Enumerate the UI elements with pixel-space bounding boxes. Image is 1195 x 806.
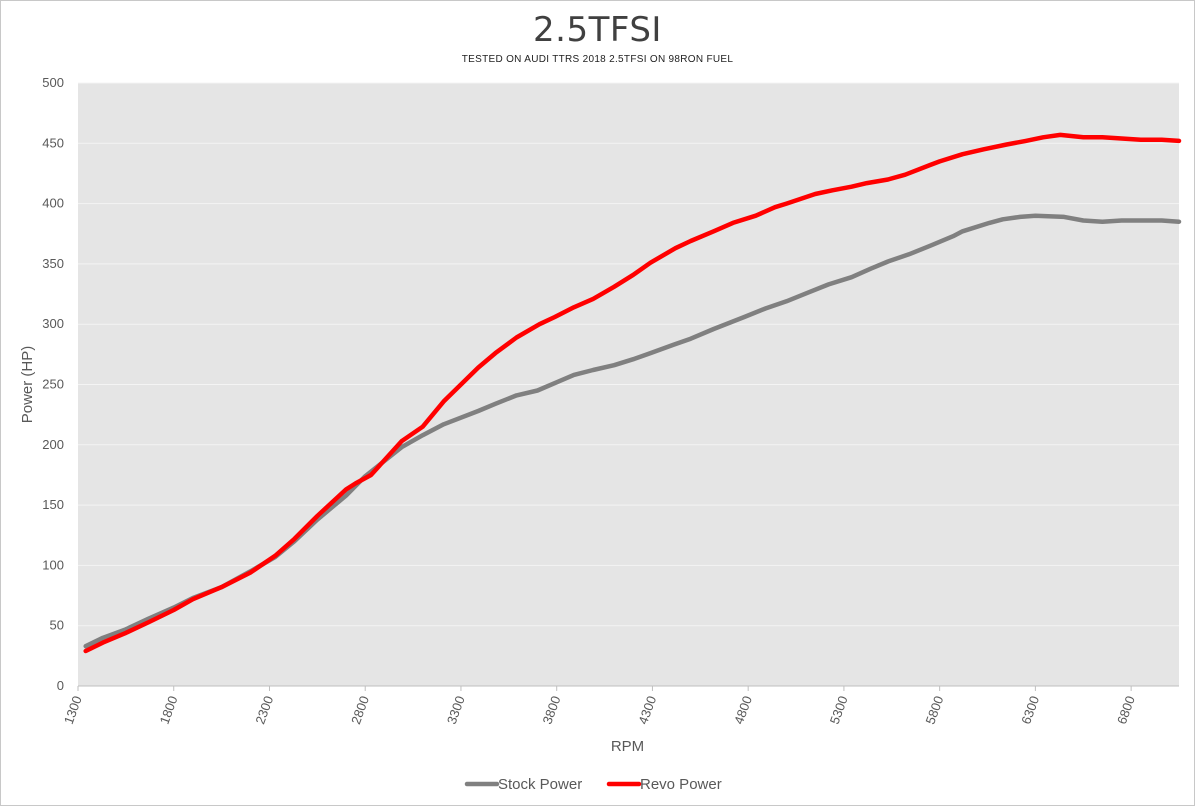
y-tick-label: 400 bbox=[42, 196, 64, 211]
y-tick-label: 150 bbox=[42, 497, 64, 512]
y-tick-label: 450 bbox=[42, 135, 64, 150]
y-tick-label: 200 bbox=[42, 437, 64, 452]
y-tick-label: 100 bbox=[42, 557, 64, 572]
y-tick-label: 250 bbox=[42, 377, 64, 392]
x-tick-label: 3300 bbox=[444, 694, 468, 726]
y-tick-label: 300 bbox=[42, 316, 64, 331]
x-tick-label: 6800 bbox=[1114, 694, 1138, 726]
y-axis-ticks: 0 50 100 150 200 250 300 350 400 450 500 bbox=[42, 75, 64, 693]
x-axis-ticks: 1300 1800 2300 2800 3300 3800 4300 4800 5300 5800… bbox=[61, 686, 1138, 726]
chart-title: 2.5TFSI bbox=[533, 10, 662, 50]
gridlines bbox=[78, 82, 1179, 687]
x-tick-label: 1800 bbox=[157, 694, 181, 726]
series-lines bbox=[83, 132, 1182, 654]
legend-label: Revo Power bbox=[640, 776, 722, 793]
x-tick-label: 4800 bbox=[731, 694, 755, 726]
x-tick-label: 2800 bbox=[348, 694, 372, 726]
x-tick-label: 1300 bbox=[61, 694, 85, 726]
y-axis-label: Power (HP) bbox=[19, 346, 36, 424]
legend-label: Stock Power bbox=[498, 776, 582, 793]
legend: Stock Power Revo Power bbox=[464, 776, 722, 793]
y-tick-label: 350 bbox=[42, 256, 64, 271]
x-tick-label: 6300 bbox=[1018, 694, 1042, 726]
x-tick-label: 2300 bbox=[252, 694, 276, 726]
x-tick-label: 5800 bbox=[922, 694, 946, 726]
chart-subtitle: TESTED ON AUDI TTRS 2018 2.5TFSI ON 98RO… bbox=[461, 54, 734, 65]
y-tick-label: 500 bbox=[42, 75, 64, 90]
series-line-1 bbox=[83, 132, 1182, 654]
y-tick-label: 0 bbox=[57, 678, 64, 693]
x-tick-label: 5300 bbox=[827, 694, 851, 726]
x-tick-label: 4300 bbox=[635, 694, 659, 726]
x-tick-label: 3800 bbox=[540, 694, 564, 726]
x-axis-label: RPM bbox=[611, 738, 644, 755]
y-tick-label: 50 bbox=[50, 618, 64, 633]
